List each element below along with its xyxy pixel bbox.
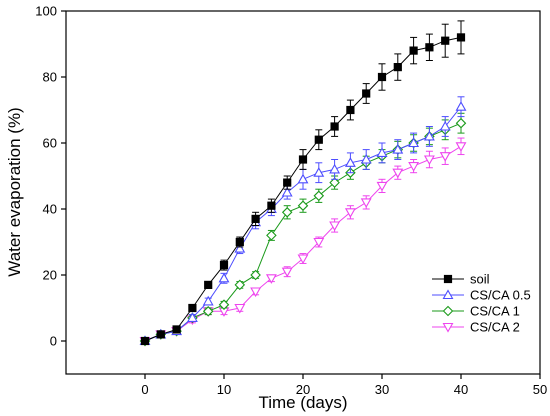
series-soil [140, 20, 466, 346]
data-point [425, 43, 434, 52]
data-point [298, 155, 308, 164]
data-point [202, 306, 214, 317]
data-point [362, 89, 371, 98]
data-point [297, 173, 309, 184]
y-tick-label: 0 [50, 334, 57, 349]
legend-marker [442, 305, 454, 317]
data-point [297, 200, 309, 211]
data-point [235, 237, 244, 247]
legend-label: CS/CA 2 [470, 320, 520, 335]
y-tick-label: 100 [35, 4, 57, 19]
data-point [281, 267, 293, 278]
data-point [360, 153, 372, 164]
x-axis-title: Time (days) [258, 393, 347, 412]
legend-item: CS/CA 1 [432, 304, 520, 319]
tick-group: 0 10 20 30 40 50 0 20 40 60 80 100 [35, 4, 547, 398]
data-point [234, 303, 246, 314]
data-point [188, 303, 197, 313]
data-point [344, 208, 356, 218]
data-point [360, 198, 372, 209]
legend-label: CS/CA 0.5 [470, 288, 531, 303]
y-tick-label: 80 [43, 70, 57, 85]
data-point [156, 330, 165, 339]
legend-label: soil [470, 272, 490, 287]
data-point [313, 167, 325, 177]
data-point [344, 157, 356, 167]
data-point [441, 36, 450, 45]
data-point [393, 63, 402, 72]
axes [65, 10, 541, 375]
data-point [266, 230, 277, 241]
data-point [329, 177, 340, 188]
data-point [250, 287, 262, 298]
x-tick-label: 20 [296, 382, 310, 397]
data-point [314, 135, 323, 144]
data-point [409, 46, 418, 55]
x-tick-label: 10 [217, 382, 231, 397]
data-point [392, 168, 404, 179]
legend-marker [442, 289, 454, 300]
data-point [204, 280, 213, 289]
y-tick-label: 20 [43, 268, 57, 283]
y-tick-label: 60 [43, 136, 57, 151]
legend-item: CS/CA 2 [432, 320, 520, 335]
data-point [346, 105, 355, 115]
data-point [313, 190, 325, 202]
data-point [423, 130, 435, 141]
plot-frame [65, 10, 541, 375]
data-point [283, 178, 292, 187]
series-group [139, 20, 467, 347]
data-point [281, 186, 293, 197]
data-point [218, 272, 230, 283]
legend-marker [443, 274, 453, 284]
data-point [456, 33, 466, 42]
data-point [455, 101, 467, 111]
data-point [376, 181, 388, 192]
data-point [172, 325, 181, 334]
data-point [439, 152, 451, 162]
data-point [234, 242, 246, 253]
data-point [330, 122, 339, 131]
data-point [281, 207, 293, 218]
data-point [455, 142, 467, 152]
data-point [377, 72, 387, 82]
data-point [186, 312, 198, 322]
data-point [250, 269, 261, 281]
data-point [392, 143, 404, 154]
x-tick-label: 30 [375, 382, 389, 397]
legend-item: CS/CA 0.5 [432, 288, 531, 303]
data-point [313, 237, 325, 248]
data-point [329, 221, 341, 232]
x-tick-label: 40 [454, 382, 468, 397]
data-point [297, 254, 309, 265]
legend-label: CS/CA 1 [470, 304, 520, 319]
legend-item: soil [432, 272, 490, 287]
data-point [423, 155, 435, 166]
y-axis-title: Water evaporation (%) [5, 107, 24, 276]
x-tick-label: 0 [141, 382, 148, 397]
data-point [265, 274, 277, 284]
x-tick-label: 50 [533, 382, 547, 397]
data-point [234, 279, 246, 291]
data-point [408, 162, 420, 172]
data-point [408, 137, 420, 148]
y-tick-label: 40 [43, 202, 57, 217]
data-point [439, 120, 451, 131]
data-point [329, 163, 341, 174]
data-point [218, 299, 230, 310]
data-point [202, 295, 214, 306]
data-point [267, 201, 276, 210]
data-point [251, 214, 260, 224]
data-point [455, 117, 467, 129]
data-point [376, 147, 388, 157]
data-point [140, 336, 150, 346]
data-point [219, 261, 229, 270]
legend-marker [442, 322, 454, 333]
